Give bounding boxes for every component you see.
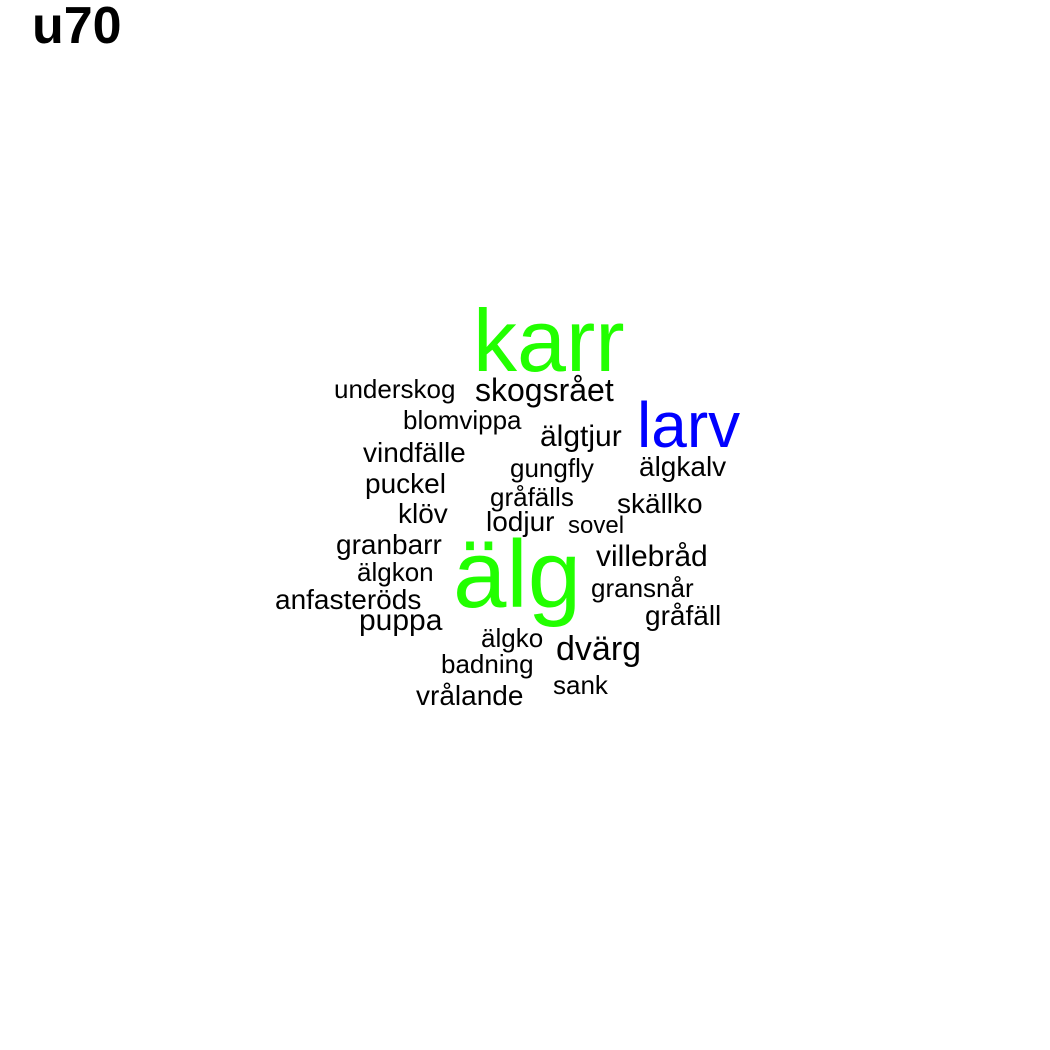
word-karr: karr	[473, 291, 625, 390]
word-sank: sank	[553, 670, 608, 700]
word-skallko: skällko	[617, 488, 703, 519]
word-dvarg: dvärg	[556, 630, 642, 668]
word-puckel: puckel	[365, 468, 446, 499]
word-klov: klöv	[398, 498, 448, 529]
word-anfasterods: anfasteröds	[275, 584, 422, 615]
page-title: u70	[32, 0, 122, 55]
word-skogsraet: skogsrået	[475, 372, 614, 408]
word-grafall: gråfäll	[645, 600, 722, 631]
word-vralande: vrålande	[416, 680, 524, 711]
word-algkon: älgkon	[357, 557, 434, 587]
word-sovel: sovel	[568, 512, 625, 539]
word-algkalv: älgkalv	[639, 451, 727, 482]
word-badning: badning	[441, 649, 534, 679]
word-underskog: underskog	[334, 374, 456, 404]
word-blomvippa: blomvippa	[403, 405, 522, 435]
word-gungfly: gungfly	[510, 453, 594, 483]
word-grafalls: gråfälls	[490, 482, 574, 512]
word-puppa: puppa	[359, 604, 443, 637]
word-vindfalle: vindfälle	[363, 437, 466, 468]
word-villebrad: villebråd	[596, 540, 708, 573]
word-algtjur: älgtjur	[540, 420, 622, 453]
word-larv: larv	[637, 389, 741, 461]
word-lodjur: lodjur	[486, 506, 555, 537]
word-gransnar: gransnår	[591, 573, 694, 603]
word-granbarr: granbarr	[336, 529, 442, 560]
word-alg: älg	[453, 521, 582, 628]
word-algko: älgko	[481, 623, 544, 653]
